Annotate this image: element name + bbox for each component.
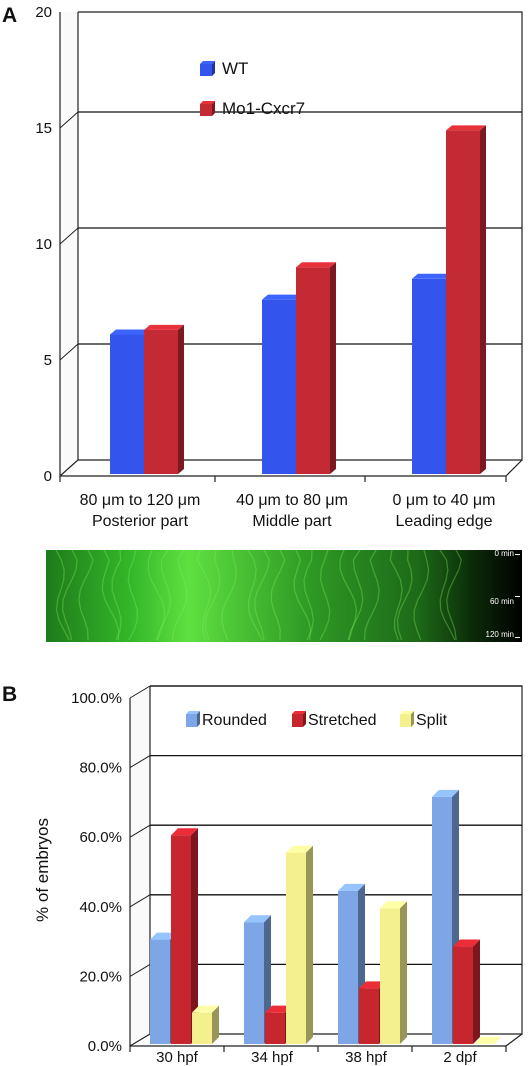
chart-a-bars bbox=[110, 125, 486, 474]
chart-b-gridline-side bbox=[129, 824, 151, 838]
chart-b-y-tick: 80.0% bbox=[79, 760, 122, 777]
chart-a-y-tick: 20 bbox=[35, 4, 52, 21]
kymograph-time-0: 0 min bbox=[494, 550, 514, 558]
chart-b-x-tick-labels: 30 hpf 34 hpf 38 hpf 2 dpf bbox=[156, 1049, 477, 1066]
chart-b-legend-swatch bbox=[292, 711, 306, 727]
chart-a-legend-label: WT bbox=[222, 59, 248, 78]
chart-a-legend-label: Mo1-Cxcr7 bbox=[222, 99, 305, 118]
chart-b-y-tick: 20.0% bbox=[79, 968, 122, 985]
chart-b-legend-swatch bbox=[400, 711, 414, 727]
chart-a-x-tick: 0 μm to 40 μm bbox=[393, 492, 496, 509]
chart-b-gridline-side bbox=[129, 685, 151, 699]
kymograph-time-120: 120 min bbox=[485, 630, 514, 639]
chart-a-bar-mo1-cxcr7 bbox=[296, 262, 336, 474]
chart-b-gridlines bbox=[129, 685, 522, 977]
chart-a-gridline-side bbox=[59, 343, 79, 361]
kymograph-streaks bbox=[46, 550, 522, 642]
chart-b-bar-rounded bbox=[432, 789, 459, 1044]
chart-b-gridline-side bbox=[129, 894, 151, 908]
chart-a-y-tick: 10 bbox=[35, 236, 52, 253]
chart-a-x-tick: 80 μm to 120 μm bbox=[80, 492, 201, 509]
chart-b-y-tick-labels: 0.0% 20.0% 40.0% 60.0% 80.0% 100.0% bbox=[71, 690, 122, 1055]
chart-b-y-axis-label: % of embryos bbox=[33, 818, 52, 922]
chart-a-y-tick: 15 bbox=[35, 120, 52, 137]
chart-b-bar-split bbox=[380, 901, 407, 1044]
kymograph-image: 0 min 60 min 120 min bbox=[46, 550, 522, 642]
chart-b-x-tick: 2 dpf bbox=[443, 1049, 477, 1066]
chart-a-y-tick: 0 bbox=[44, 468, 52, 485]
chart-a-x-tick-labels: 80 μm to 120 μm Posterior part 40 μm to 80… bbox=[80, 492, 496, 530]
chart-a-gridline-side bbox=[59, 111, 79, 129]
chart-b-y-tick: 60.0% bbox=[79, 829, 122, 846]
chart-b-bar-split bbox=[286, 845, 313, 1044]
chart-b-gridline-side bbox=[129, 963, 151, 977]
chart-b-y-tick: 0.0% bbox=[88, 1038, 122, 1055]
chart-b-y-tick: 100.0% bbox=[71, 690, 122, 707]
chart-b-y-tick: 40.0% bbox=[79, 899, 122, 916]
chart-b-bar-split bbox=[192, 1005, 219, 1044]
chart-b-x-tick: 38 hpf bbox=[345, 1049, 388, 1066]
chart-a: 0 5 10 15 20 80 μm to 120 μm Posterior part 40… bbox=[35, 4, 523, 530]
chart-b-legend-label: Split bbox=[416, 712, 448, 729]
chart-a-y-tick-labels: 0 5 10 15 20 bbox=[35, 4, 52, 485]
chart-b-bar-split bbox=[474, 1036, 501, 1044]
chart-b: 0.0% 20.0% 40.0% 60.0% 80.0% 100.0% 30 hpf 34 … bbox=[33, 685, 523, 1066]
chart-a-legend-swatch bbox=[200, 61, 215, 76]
chart-a-legend-item: Mo1-Cxcr7 bbox=[200, 99, 305, 118]
chart-b-legend-item: Split bbox=[400, 711, 448, 729]
chart-a-bar-mo1-cxcr7 bbox=[144, 324, 184, 474]
chart-a-bar-mo1-cxcr7 bbox=[446, 125, 486, 474]
chart-a-x-tick: Middle part bbox=[252, 513, 332, 530]
chart-a-frame bbox=[59, 11, 523, 482]
chart-b-x-tick: 34 hpf bbox=[251, 1049, 294, 1066]
chart-b-legend-label: Stretched bbox=[308, 712, 376, 729]
chart-b-legend-label: Rounded bbox=[202, 712, 267, 729]
panel-a-label: A bbox=[2, 4, 17, 27]
chart-a-legend-swatch bbox=[200, 101, 215, 116]
chart-a-y-tick: 5 bbox=[44, 352, 52, 369]
chart-b-bar-stretched bbox=[171, 828, 198, 1044]
chart-b-legend: Rounded Stretched Split bbox=[186, 711, 448, 729]
chart-a-legend: WT Mo1-Cxcr7 bbox=[200, 59, 305, 118]
kymograph-time-60: 60 min bbox=[489, 597, 514, 606]
chart-b-legend-item: Rounded bbox=[186, 711, 267, 729]
chart-a-x-tick: Posterior part bbox=[92, 513, 189, 530]
chart-b-bars bbox=[150, 789, 501, 1044]
chart-a-x-tick: Leading edge bbox=[396, 513, 493, 530]
chart-a-legend-item: WT bbox=[200, 59, 248, 78]
chart-b-x-tick: 30 hpf bbox=[156, 1049, 199, 1066]
chart-b-bar-stretched bbox=[453, 939, 480, 1044]
chart-b-gridline-side bbox=[129, 755, 151, 769]
chart-b-legend-item: Stretched bbox=[292, 711, 376, 729]
chart-a-gridline-side bbox=[59, 227, 79, 245]
chart-a-x-tick: 40 μm to 80 μm bbox=[236, 492, 348, 509]
chart-b-legend-swatch bbox=[186, 711, 200, 727]
panel-b-label: B bbox=[2, 683, 17, 706]
